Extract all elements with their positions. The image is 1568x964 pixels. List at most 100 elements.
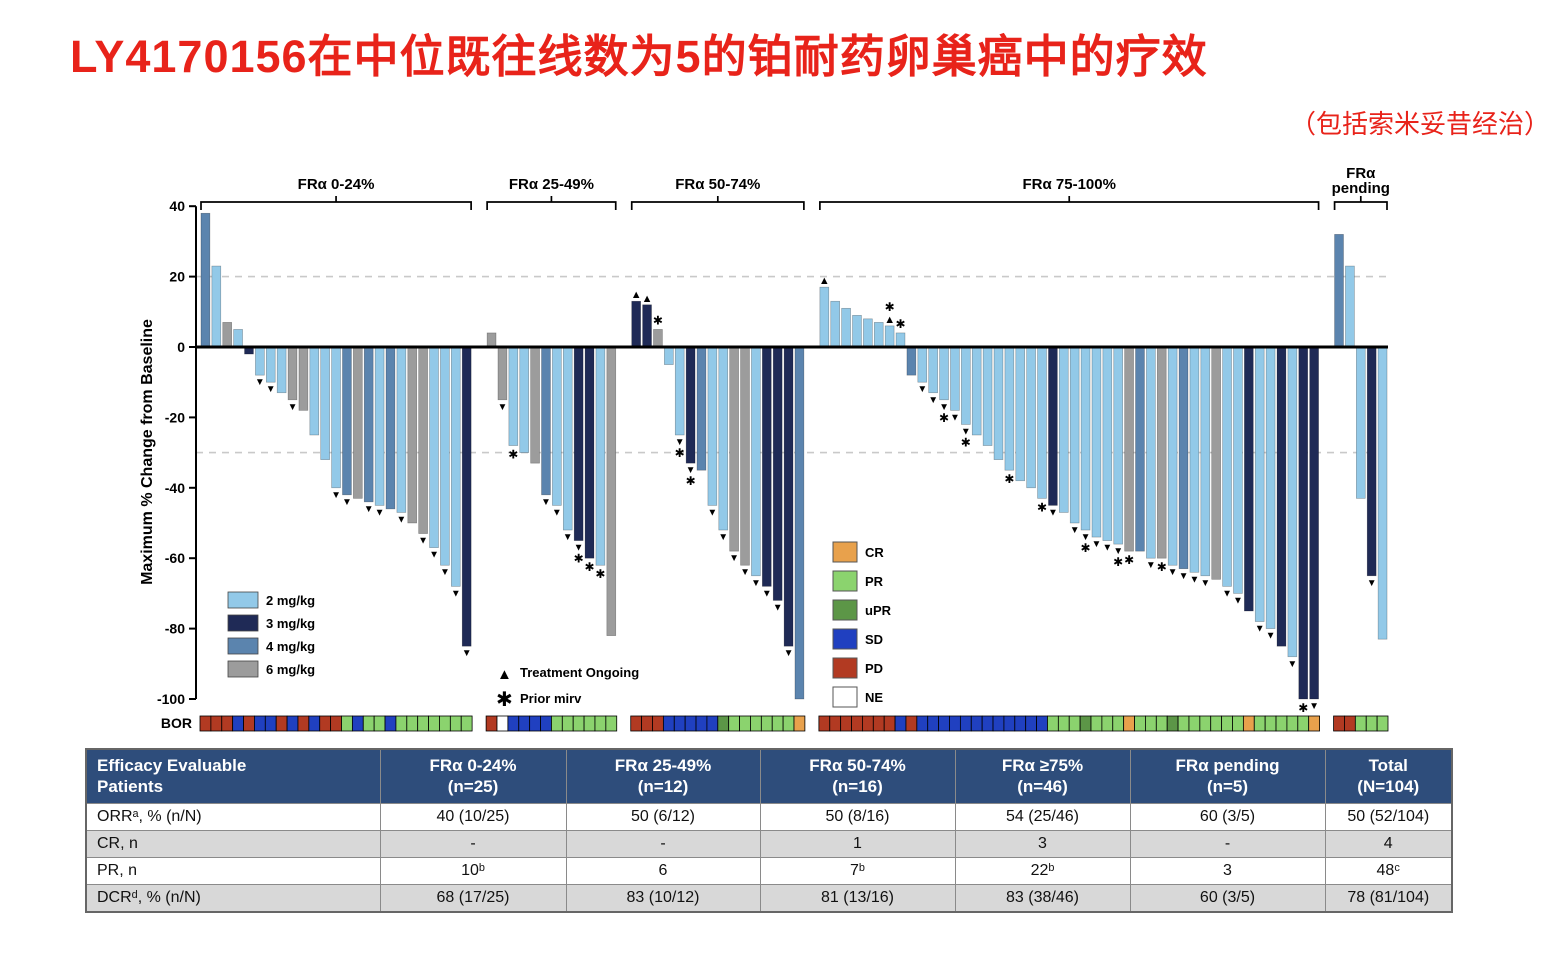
bor-square bbox=[243, 715, 255, 732]
bor-square bbox=[1344, 715, 1356, 732]
bor-square bbox=[652, 715, 664, 732]
dose-legend-label: 4 mg/kg bbox=[266, 639, 315, 654]
ongoing-marker: ▼ bbox=[917, 384, 927, 395]
prior-mirv-marker: ✱ bbox=[653, 313, 663, 327]
ongoing-marker: ▼ bbox=[574, 543, 584, 554]
bor-square bbox=[1264, 715, 1277, 732]
ongoing-marker: ▼ bbox=[686, 465, 696, 476]
bor-square bbox=[1333, 715, 1345, 732]
y-tick-label: -80 bbox=[165, 621, 185, 637]
bar bbox=[1026, 346, 1036, 489]
bor-square bbox=[1286, 715, 1299, 732]
table-cell: 1 bbox=[759, 829, 956, 858]
bar bbox=[486, 332, 497, 348]
group-label: FRα bbox=[1346, 165, 1376, 182]
bar bbox=[1135, 346, 1145, 552]
bor-square bbox=[662, 715, 675, 732]
bar bbox=[320, 346, 330, 460]
bor-square bbox=[362, 715, 375, 732]
bar bbox=[873, 322, 884, 348]
bar bbox=[1287, 346, 1298, 658]
bor-square bbox=[771, 715, 784, 732]
group-bracket bbox=[630, 201, 805, 210]
bar bbox=[819, 286, 830, 348]
bor-legend-label: SD bbox=[865, 632, 883, 647]
bar bbox=[265, 346, 276, 383]
bar bbox=[653, 329, 663, 348]
ongoing-marker: ▼ bbox=[1222, 588, 1232, 599]
bor-square bbox=[1188, 715, 1201, 732]
bor-square bbox=[938, 715, 950, 732]
bar bbox=[696, 346, 707, 471]
row-label: DCRᵈ, % (n/N) bbox=[85, 883, 381, 912]
bar bbox=[1366, 346, 1377, 577]
bor-square bbox=[341, 715, 353, 732]
bor-square bbox=[1025, 715, 1037, 732]
bar bbox=[863, 318, 873, 348]
bar bbox=[1334, 234, 1344, 348]
dose-legend-swatch bbox=[227, 637, 259, 655]
bor-square bbox=[673, 715, 686, 732]
bor-legend-label: PR bbox=[865, 574, 884, 589]
bar bbox=[783, 346, 794, 647]
bar bbox=[1156, 346, 1167, 559]
ongoing-marker: ▼ bbox=[950, 412, 960, 423]
bor-square bbox=[1242, 715, 1255, 732]
table-header-cell: FRα 50-74% (n=16) bbox=[759, 748, 956, 804]
table-cell: 50 (8/16) bbox=[759, 802, 956, 831]
prior-mirv-marker: ✱ bbox=[595, 567, 605, 581]
bor-square bbox=[561, 715, 574, 732]
group-bracket bbox=[1333, 201, 1388, 210]
bor-square bbox=[1253, 715, 1266, 732]
bor-square bbox=[308, 715, 321, 732]
ongoing-marker: ▼ bbox=[1102, 543, 1112, 554]
bar bbox=[1037, 346, 1047, 499]
bor-square bbox=[1101, 715, 1114, 732]
bor-square bbox=[1090, 715, 1103, 732]
bor-square bbox=[1275, 715, 1288, 732]
table-cell: 3 bbox=[1129, 856, 1326, 885]
bor-square bbox=[1199, 715, 1212, 732]
ongoing-marker: ▼ bbox=[440, 567, 450, 578]
ongoing-marker: ▼ bbox=[1189, 574, 1199, 585]
bor-square bbox=[286, 715, 299, 732]
table-cell: 7ᵇ bbox=[759, 856, 956, 885]
ongoing-marker: ▼ bbox=[1091, 539, 1101, 550]
bor-square bbox=[507, 715, 520, 732]
table-row: ORRᵃ, % (n/N) 40 (10/25) 50 (6/12) 50 (8/16… bbox=[85, 802, 1453, 831]
table-cell: 6 bbox=[565, 856, 761, 885]
ongoing-marker: ▼ bbox=[740, 567, 750, 578]
bar bbox=[729, 346, 739, 552]
bar bbox=[573, 346, 584, 541]
bar bbox=[1189, 346, 1200, 573]
ongoing-marker: ▼ bbox=[751, 578, 761, 589]
table-cell: - bbox=[379, 829, 567, 858]
ongoing-marker: ▼ bbox=[364, 504, 374, 515]
prior-mirv-marker: ✱ bbox=[574, 552, 584, 566]
table-row: DCRᵈ, % (n/N) 68 (17/25) 83 (10/12) 81 (13/… bbox=[85, 883, 1453, 912]
page-subtitle: （包括索米妥昔经治） bbox=[1289, 109, 1550, 139]
bor-square bbox=[275, 715, 288, 732]
bar bbox=[1276, 346, 1287, 647]
bar bbox=[1356, 346, 1366, 499]
table-header-cell: Efficacy Evaluable Patients bbox=[85, 748, 381, 804]
bar bbox=[374, 346, 385, 506]
bar bbox=[794, 346, 805, 700]
prior-mirv-marker: ✱ bbox=[961, 435, 971, 449]
table-cell: 48ᶜ bbox=[1324, 856, 1453, 885]
bar bbox=[830, 300, 840, 348]
bor-square bbox=[894, 715, 907, 732]
prior-mirv-marker: ✱ bbox=[1124, 553, 1134, 567]
bor-square bbox=[297, 715, 310, 732]
bor-square bbox=[319, 715, 332, 732]
bar bbox=[418, 346, 428, 534]
ongoing-marker: ▼ bbox=[1255, 624, 1265, 635]
table-cell: 4 bbox=[1324, 829, 1453, 858]
efficacy-table: Efficacy Evaluable Patients FRα 0-24% (n=… bbox=[85, 748, 1453, 913]
dose-legend-swatch bbox=[227, 660, 259, 678]
ongoing-marker: ▼ bbox=[1179, 571, 1189, 582]
table-header-cell: FRα 0-24% (n=25) bbox=[379, 748, 567, 804]
bor-square bbox=[760, 715, 773, 732]
bor-legend-swatch bbox=[832, 628, 858, 650]
table-cell: 81 (13/16) bbox=[759, 883, 956, 912]
